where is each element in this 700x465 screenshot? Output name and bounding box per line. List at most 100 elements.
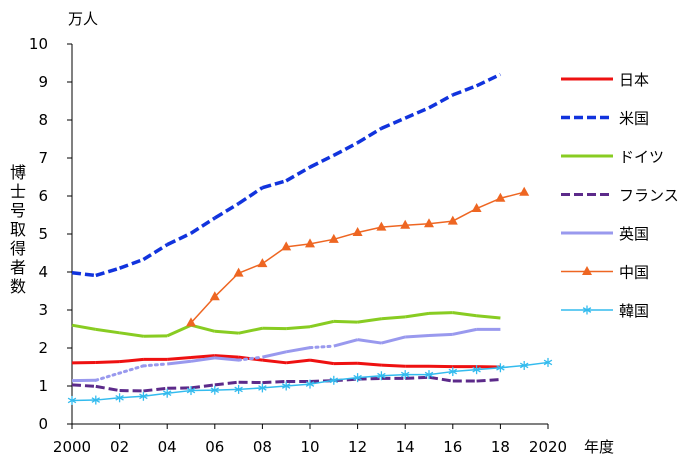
y-axis-label-char: 士 (10, 182, 26, 201)
series-line-segment (428, 93, 454, 110)
series-line-segment (524, 361, 549, 367)
data-point (377, 371, 386, 381)
series-line-segment (381, 335, 406, 345)
series-line-segment (285, 165, 311, 183)
data-point (281, 381, 291, 391)
data-point (400, 219, 411, 229)
series-ドイツ (71, 311, 501, 338)
series-line-segment (381, 224, 406, 228)
series-line-segment (357, 361, 382, 367)
series-line-segment (190, 354, 215, 359)
series-line-segment (404, 106, 430, 120)
y-tick-label: 10 (29, 35, 48, 53)
y-axis-label-char: 得 (10, 239, 26, 258)
series-line-segment (262, 385, 287, 389)
series-line-segment (95, 266, 121, 278)
series-line-segment (95, 327, 120, 335)
data-point (329, 375, 339, 385)
data-point (582, 305, 592, 315)
legend-label: フランス (619, 187, 679, 205)
y-tick-label: 7 (38, 149, 48, 167)
series-line-segment (500, 364, 525, 369)
y-axis-label-char: 数 (10, 277, 26, 296)
legend-item: 日本 (561, 71, 649, 89)
y-tick-label: 2 (38, 339, 48, 357)
series-line-segment (214, 380, 239, 387)
data-point (234, 384, 243, 394)
series-line-segment (167, 359, 192, 366)
series-line-segment (214, 354, 239, 359)
series-line-segment (286, 383, 311, 387)
data-point (139, 391, 148, 401)
data-point (186, 386, 196, 396)
series-line-segment (214, 329, 239, 335)
legend-item: 韓国 (561, 302, 649, 320)
series-line-segment (214, 272, 240, 298)
series-line-segment (167, 389, 192, 394)
data-point (519, 186, 530, 196)
series-line-segment (262, 358, 287, 365)
series-line-segment (285, 346, 311, 354)
series-line-segment (476, 314, 501, 320)
series-line-segment (381, 363, 406, 368)
x-tick-label: 16 (443, 438, 462, 456)
series-line-segment (452, 368, 477, 373)
series-line-segment (262, 379, 287, 385)
series-line-segment (166, 231, 192, 247)
y-tick-label: 4 (38, 263, 48, 281)
data-point (305, 238, 315, 248)
legend-item: 英国 (561, 225, 649, 243)
x-tick-label: 18 (491, 438, 510, 456)
series-line-segment (357, 338, 382, 345)
data-point (543, 357, 553, 367)
series-line-segment (286, 358, 311, 365)
series-line-segment (238, 262, 263, 274)
series-line-segment (381, 373, 406, 377)
series-line-segment (452, 311, 477, 318)
series-line-segment (286, 243, 311, 248)
legend-item: 中国 (561, 264, 649, 282)
data-point (233, 267, 244, 277)
series-line-segment (94, 364, 145, 382)
series-line-segment (71, 383, 96, 388)
series-line-segment (333, 319, 358, 324)
series-line-segment (428, 311, 453, 315)
series-line-segment (238, 387, 263, 391)
series-line-segment (237, 186, 264, 206)
series-日本 (71, 354, 501, 369)
series-line-segment (476, 367, 501, 371)
x-tick-label: 2020 (529, 438, 567, 456)
series-line-segment (190, 356, 216, 363)
data-point (209, 291, 220, 301)
data-point (448, 367, 458, 377)
series-line-segment (190, 216, 216, 235)
y-tick-label: 6 (38, 187, 48, 205)
y-tick-label: 9 (38, 73, 48, 91)
x-axis-label: 年度 (584, 438, 614, 456)
series-line-segment (428, 332, 453, 337)
series-line-segment (71, 323, 97, 331)
series-line-segment (118, 257, 145, 270)
y-axis-label-char: 取 (10, 220, 26, 239)
data-point (352, 226, 363, 236)
data-point (376, 221, 387, 231)
series-line-segment (143, 392, 168, 398)
series-line-segment (190, 383, 215, 390)
y-axis-label-char: 者 (10, 258, 26, 277)
series-line-segment (213, 202, 240, 220)
data-point (328, 233, 339, 243)
series-韓国 (67, 357, 553, 405)
series-line-segment (141, 362, 169, 368)
data-point (305, 379, 315, 389)
series-line-segment (333, 338, 358, 348)
data-point (471, 203, 482, 213)
series-line-segment (405, 333, 430, 339)
series-line-segment (119, 331, 144, 338)
series-line-segment (333, 376, 358, 382)
y-axis-label-char: 号 (10, 201, 26, 220)
data-point (495, 192, 506, 202)
